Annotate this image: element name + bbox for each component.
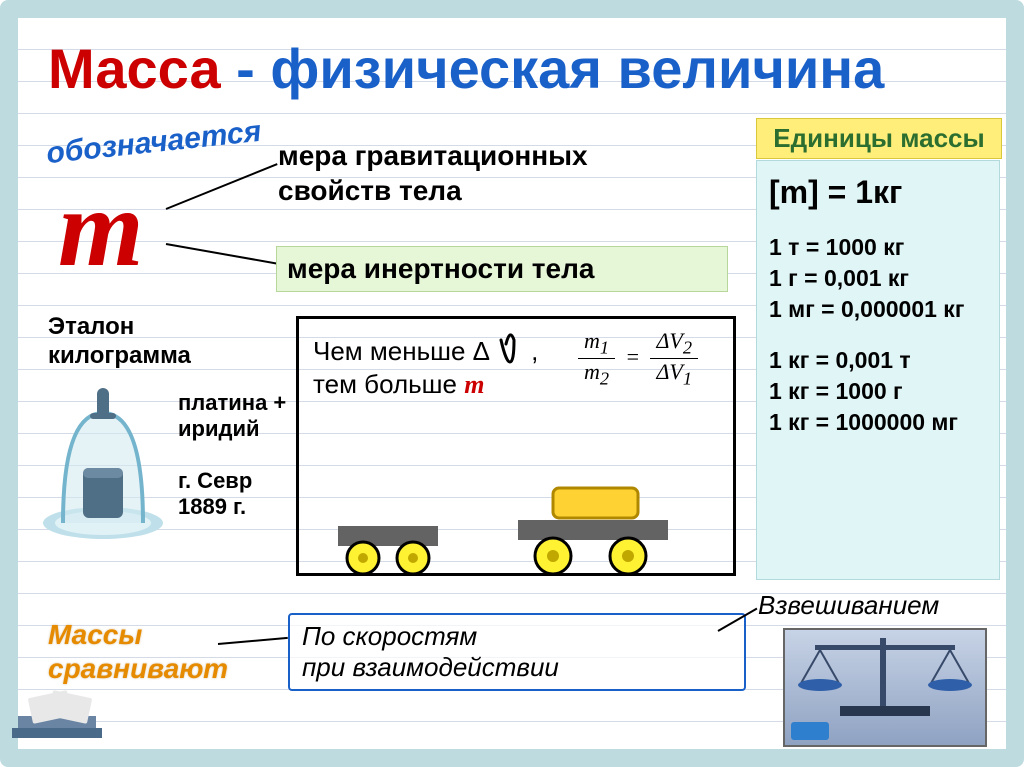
title-rest: физическая величина bbox=[270, 37, 884, 100]
ratio-ds2: 2 bbox=[683, 337, 692, 357]
masses-l1: Массы bbox=[48, 618, 228, 652]
unit-row-5: 1 кг = 1000 г bbox=[769, 376, 987, 407]
sevr-line2: 1889 г. bbox=[178, 494, 252, 520]
title-word-mass: Масса bbox=[48, 37, 221, 100]
ratio-sub2: 2 bbox=[600, 369, 609, 389]
masses-l2: сравнивают bbox=[48, 652, 228, 686]
inertia-text1-a: Чем меньше Δ bbox=[313, 336, 489, 366]
compare-l1: По скоростям bbox=[302, 621, 732, 652]
balance-scale-icon bbox=[785, 630, 985, 745]
compare-method-speeds: По скоростям при взаимодействии bbox=[288, 613, 746, 691]
etalon-line2: килограмма bbox=[48, 342, 191, 371]
ratio-dv2: ΔV bbox=[656, 328, 682, 353]
masses-compare-label: Массы сравнивают bbox=[48, 618, 228, 685]
mass-ratio-formula: m1 m2 = ΔV2 ΔV1 bbox=[578, 328, 698, 390]
etalon-label: Эталон килограмма bbox=[48, 313, 191, 371]
compare-l2: при взаимодействии bbox=[302, 652, 732, 683]
sevr-label: г. Севр 1889 г. bbox=[178, 468, 252, 521]
material-label: платина + иридий bbox=[178, 390, 286, 443]
definition-gravity: мера гравитационных свойств тела bbox=[278, 138, 588, 208]
connector-line-1 bbox=[166, 163, 278, 210]
connector-line-2 bbox=[166, 243, 285, 266]
inertia-text2-pre: тем больше bbox=[313, 369, 464, 399]
sevr-line1: г. Севр bbox=[178, 468, 252, 494]
cart-small-icon bbox=[328, 498, 448, 578]
unit-row-4: 1 кг = 0,001 т bbox=[769, 345, 987, 376]
title-dash: - bbox=[236, 37, 255, 100]
velocity-v-icon bbox=[496, 334, 524, 366]
unit-row-2: 1 г = 0,001 кг bbox=[769, 263, 987, 294]
label-designated: обозначается bbox=[45, 115, 263, 171]
units-panel: [m] = 1кг 1 т = 1000 кг 1 г = 0,001 кг 1… bbox=[756, 160, 1000, 580]
ratio-sub1: 1 bbox=[600, 337, 609, 357]
slide-frame: Масса - физическая величина обозначается… bbox=[0, 0, 1024, 767]
inertia-text-line2: тем больше m bbox=[313, 369, 484, 400]
material-line2: иридий bbox=[178, 416, 286, 442]
cart-large-icon bbox=[508, 488, 678, 578]
slide-title: Масса - физическая величина bbox=[48, 36, 988, 101]
ratio-m2: m bbox=[584, 359, 600, 384]
weighing-label: Взвешиванием bbox=[758, 590, 939, 621]
inertia-m-symbol: m bbox=[464, 370, 484, 399]
units-main: [m] = 1кг bbox=[769, 171, 987, 214]
inertia-text-line1: Чем меньше Δ , bbox=[313, 334, 538, 367]
connector-line-3 bbox=[218, 637, 288, 645]
etalon-line1: Эталон bbox=[48, 313, 191, 342]
ratio-eq: = bbox=[621, 344, 645, 369]
unit-row-1: 1 т = 1000 кг bbox=[769, 232, 987, 263]
weighing-photo bbox=[783, 628, 987, 747]
ratio-ds1: 1 bbox=[683, 369, 692, 389]
unit-row-3: 1 мг = 0,000001 кг bbox=[769, 294, 987, 325]
definition-gravity-line1: мера гравитационных bbox=[278, 138, 588, 173]
ratio-dv1: ΔV bbox=[656, 359, 682, 384]
material-line1: платина + bbox=[178, 390, 286, 416]
units-header: Единицы массы bbox=[756, 118, 1002, 159]
symbol-m: m bbox=[58, 173, 144, 283]
etalon-kilogram-icon bbox=[38, 378, 168, 548]
books-icon bbox=[12, 688, 112, 748]
ratio-m1: m bbox=[584, 328, 600, 353]
definition-inertia: мера инертности тела bbox=[276, 246, 728, 292]
definition-gravity-line2: свойств тела bbox=[278, 173, 588, 208]
inertia-comma: , bbox=[531, 336, 538, 366]
unit-row-6: 1 кг = 1000000 мг bbox=[769, 407, 987, 438]
